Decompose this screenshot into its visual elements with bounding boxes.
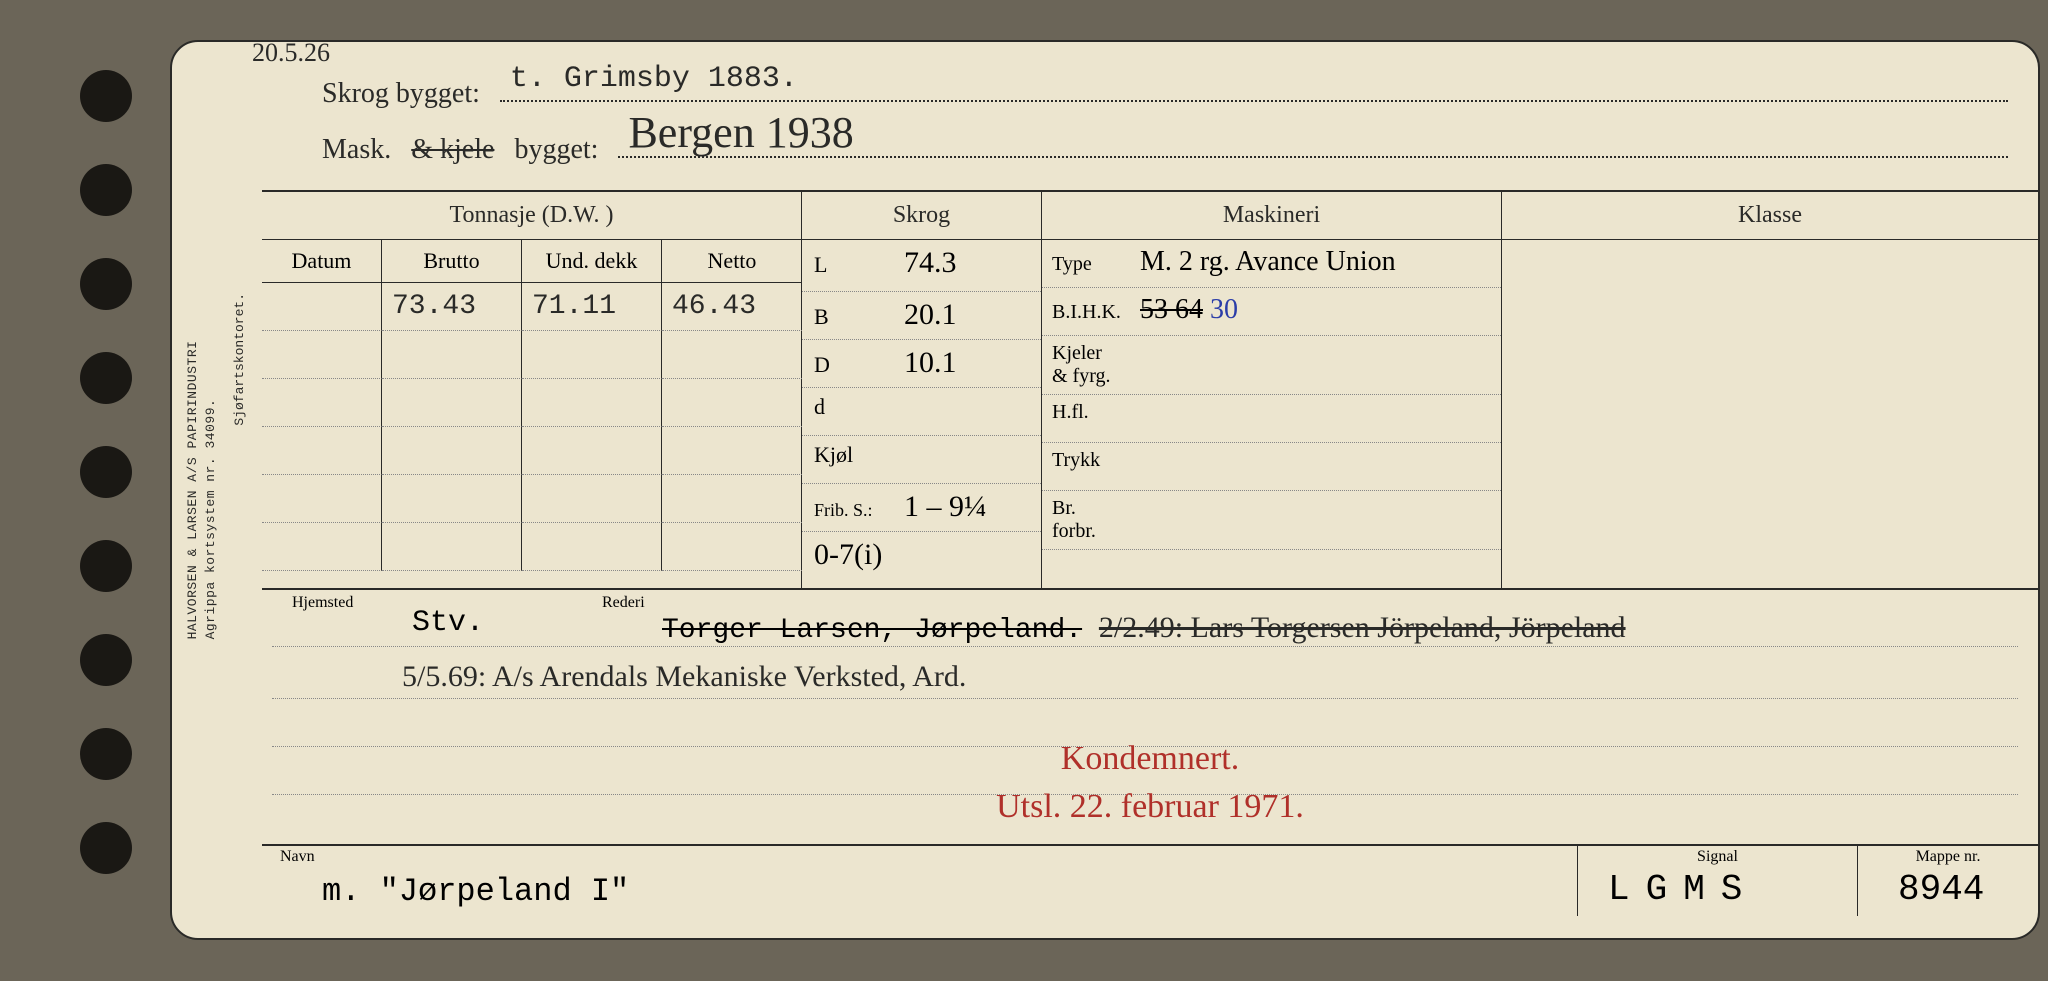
cell-netto: 46.43 <box>662 283 802 331</box>
mask-type: M. 2 rg. Avance Union <box>1140 246 1491 278</box>
red-note-1: Kondemnert. <box>1061 740 1239 778</box>
col-netto: Netto <box>662 240 802 282</box>
navn-value: m. "Jørpeland I" <box>322 873 629 910</box>
mask-bygget-value: Bergen 1938 <box>628 107 853 158</box>
tonnasje-col: Tonnasje (D.W. ) Datum Brutto Und. dekk … <box>262 192 802 588</box>
mask-bygget-value-line: Bergen 1938 <box>618 126 2008 158</box>
skrog-frib: 1 – 9¼ <box>904 490 1029 524</box>
rederi-typed-strike: Torger Larsen, Jørpeland. <box>662 615 1082 646</box>
main-table: Tonnasje (D.W. ) Datum Brutto Und. dekk … <box>262 190 2038 588</box>
tonnasje-subheaders: Datum Brutto Und. dekk Netto <box>262 240 801 283</box>
cell-brutto: 73.43 <box>382 283 522 331</box>
skrog-D: 10.1 <box>904 346 1029 380</box>
bihk-strike: 53 64 <box>1140 294 1203 325</box>
print-line1: HALVORSEN & LARSEN A/S PAPIRINDUSTRI <box>185 341 200 640</box>
rederi-label: Rederi <box>602 594 645 612</box>
cell-und: 71.11 <box>522 283 662 331</box>
signal-label: Signal <box>1697 848 1738 866</box>
mappe-label: Mappe nr. <box>1916 848 1981 866</box>
rederi-hand-strike: 2/2.49: Lars Torgersen Jörpeland, Jörpel… <box>1099 611 1626 644</box>
mask-bihk: 53 64 30 <box>1140 294 1491 326</box>
mappe-value: 8944 <box>1898 869 1984 910</box>
col-brutto: Brutto <box>382 240 522 282</box>
col-datum: Datum <box>262 240 382 282</box>
mid-block: Hjemsted Stv. Rederi Torger Larsen, Jørp… <box>262 588 2038 846</box>
header: Skrog bygget: t. Grimsby 1883. Mask. & k… <box>262 42 2038 190</box>
cell-datum <box>262 283 382 331</box>
skrog-bygget-label: Skrog bygget: <box>322 78 480 110</box>
maskineri-col: Maskineri TypeM. 2 rg. Avance Union B.I.… <box>1042 192 1502 588</box>
skrog-header: Skrog <box>802 192 1041 240</box>
side-print-2: Sjøfartskontoret. <box>232 293 247 426</box>
side-print: HALVORSEN & LARSEN A/S PAPIRINDUSTRI Agr… <box>184 341 220 640</box>
col-und: Und. dekk <box>522 240 662 282</box>
mask-label-b: bygget: <box>514 134 598 166</box>
skrog-bygget-value: t. Grimsby 1883. <box>510 62 798 96</box>
card-wrapper: HALVORSEN & LARSEN A/S PAPIRINDUSTRI Agr… <box>20 20 2028 961</box>
klasse-col: Klasse <box>1502 192 2038 588</box>
navn-cell: Navn m. "Jørpeland I" <box>262 846 1578 916</box>
rederi-line2: 5/5.69: A/s Arendals Mekaniske Verksted,… <box>402 660 966 694</box>
skrog-L: 74.3 <box>904 246 1029 280</box>
skrog-B: 20.1 <box>904 298 1029 332</box>
hjemsted-label: Hjemsted <box>292 594 353 612</box>
mask-label-strike: & kjele <box>411 134 494 166</box>
mask-header: Maskineri <box>1042 192 1501 240</box>
top-handwritten-date: 20.5.26 <box>252 40 330 68</box>
tonnasje-rows: 73.43 71.11 46.43 <box>262 283 801 571</box>
content: 20.5.26 Skrog bygget: t. Grimsby 1883. M… <box>262 42 2038 938</box>
mask-label-a: Mask. <box>322 134 391 166</box>
hjemsted-value: Stv. <box>412 606 484 640</box>
red-note-2: Utsl. 22. februar 1971. <box>996 788 1304 826</box>
signal-cell: Signal LGMS <box>1578 846 1858 916</box>
skrog-extra: 0-7(i) <box>814 538 1029 572</box>
print-line2: Agrippa kortsystem nr. 34099. <box>203 399 218 640</box>
navn-label: Navn <box>280 848 315 866</box>
skrog-col: Skrog L74.3 B20.1 D10.1 d Kjøl Frib. S.:… <box>802 192 1042 588</box>
tonnasje-header: Tonnasje (D.W. ) <box>262 192 801 240</box>
punch-holes <box>80 70 132 874</box>
index-card: HALVORSEN & LARSEN A/S PAPIRINDUSTRI Agr… <box>170 40 2040 940</box>
mappe-cell: Mappe nr. 8944 <box>1858 846 2038 916</box>
signal-value: LGMS <box>1608 869 1758 910</box>
klasse-header: Klasse <box>1502 192 2038 240</box>
skrog-bygget-value-line: t. Grimsby 1883. <box>500 70 2008 102</box>
bihk-val: 30 <box>1210 294 1238 325</box>
bottom-row: Navn m. "Jørpeland I" Signal LGMS Mappe … <box>262 846 2038 916</box>
